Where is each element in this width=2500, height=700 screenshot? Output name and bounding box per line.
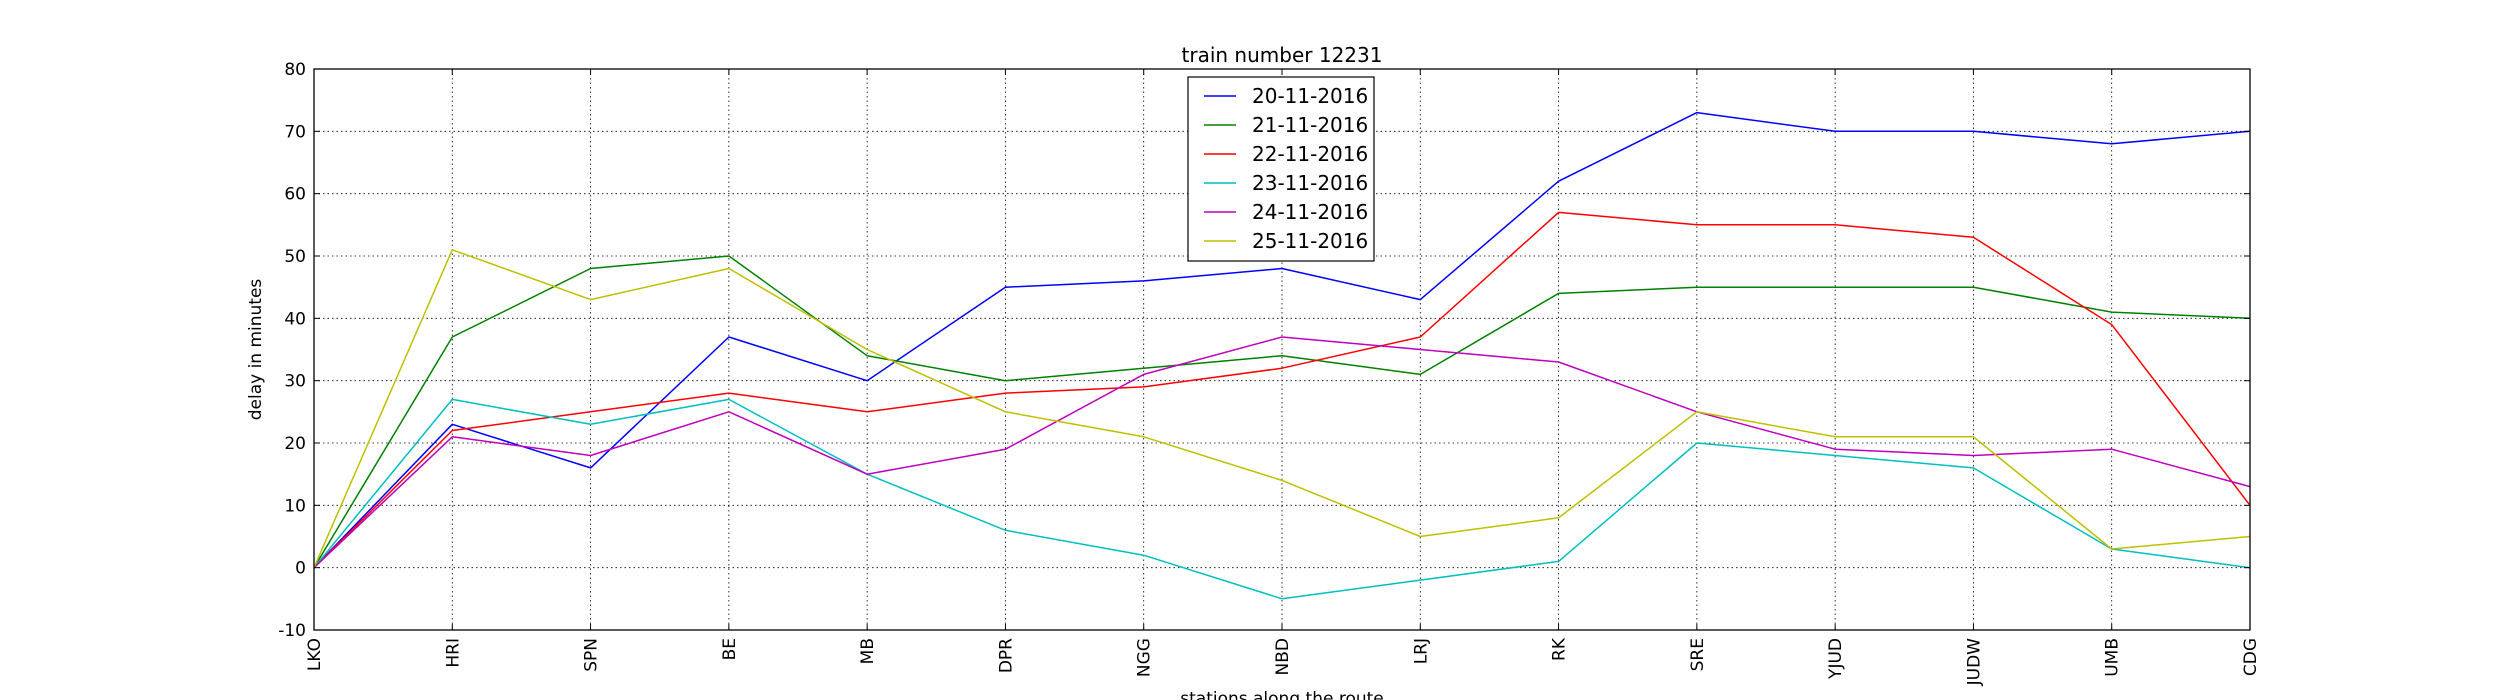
- x-tick-label: UMB: [2103, 638, 2123, 677]
- x-tick-label: NBD: [1273, 638, 1293, 675]
- y-tick-label: 20: [284, 434, 306, 454]
- chart-title: train number 12231: [1182, 43, 1383, 67]
- x-tick-label: NGG: [1135, 638, 1155, 677]
- series-line: [313, 249, 2251, 568]
- series-line: [313, 111, 2251, 569]
- y-tick-label: 10: [284, 496, 306, 516]
- x-tick-label: CDG: [2241, 638, 2261, 676]
- series-lines: [313, 111, 2251, 600]
- y-tick-label: 30: [284, 372, 306, 392]
- legend-label: 23-11-2016: [1252, 171, 1368, 195]
- x-tick-label: SPN: [582, 638, 602, 672]
- x-tick-label: SRE: [1688, 638, 1708, 671]
- legend-label: 25-11-2016: [1252, 229, 1368, 253]
- series-line: [313, 336, 2251, 569]
- x-tick-label: MB: [858, 638, 878, 664]
- x-axis-label: stations along the route: [1180, 689, 1384, 700]
- x-tick-label: RK: [1550, 637, 1570, 661]
- x-tick-label: LRJ: [1411, 638, 1431, 664]
- axis-ticks: LKO HRI SPN BE MB DPR NGG NBD LRJ RK SRE YJUD JUDW UM…: [278, 60, 2261, 686]
- y-tick-label: 70: [284, 122, 306, 142]
- series-line: [313, 255, 2251, 569]
- legend-label: 22-11-2016: [1252, 142, 1368, 166]
- x-tick-label: LKO: [305, 638, 325, 671]
- y-axis-label: delay in minutes: [246, 279, 266, 421]
- legend-label: 21-11-2016: [1252, 113, 1368, 137]
- legend-label: 24-11-2016: [1252, 200, 1368, 224]
- y-tick-label: 0: [295, 559, 306, 579]
- x-tick-label: JUDW: [1964, 638, 1984, 687]
- x-tick-label: YJUD: [1826, 638, 1846, 680]
- x-tick-label: BE: [720, 638, 740, 660]
- x-tick-label: HRI: [443, 638, 463, 668]
- x-tick-label: DPR: [996, 638, 1016, 673]
- legend-label: 20-11-2016: [1252, 84, 1368, 108]
- y-tick-label: 50: [284, 247, 306, 267]
- y-tick-label: -10: [278, 621, 306, 641]
- legend-box: [1187, 76, 1375, 262]
- y-tick-label: 80: [284, 60, 306, 80]
- series-line: [313, 398, 2251, 600]
- legend: 20-11-2016 21-11-2016 22-11-2016 23-11-2016…: [1187, 76, 1375, 262]
- y-tick-label: 60: [284, 185, 306, 205]
- series-line: [313, 211, 2251, 569]
- y-tick-label: 40: [284, 309, 306, 329]
